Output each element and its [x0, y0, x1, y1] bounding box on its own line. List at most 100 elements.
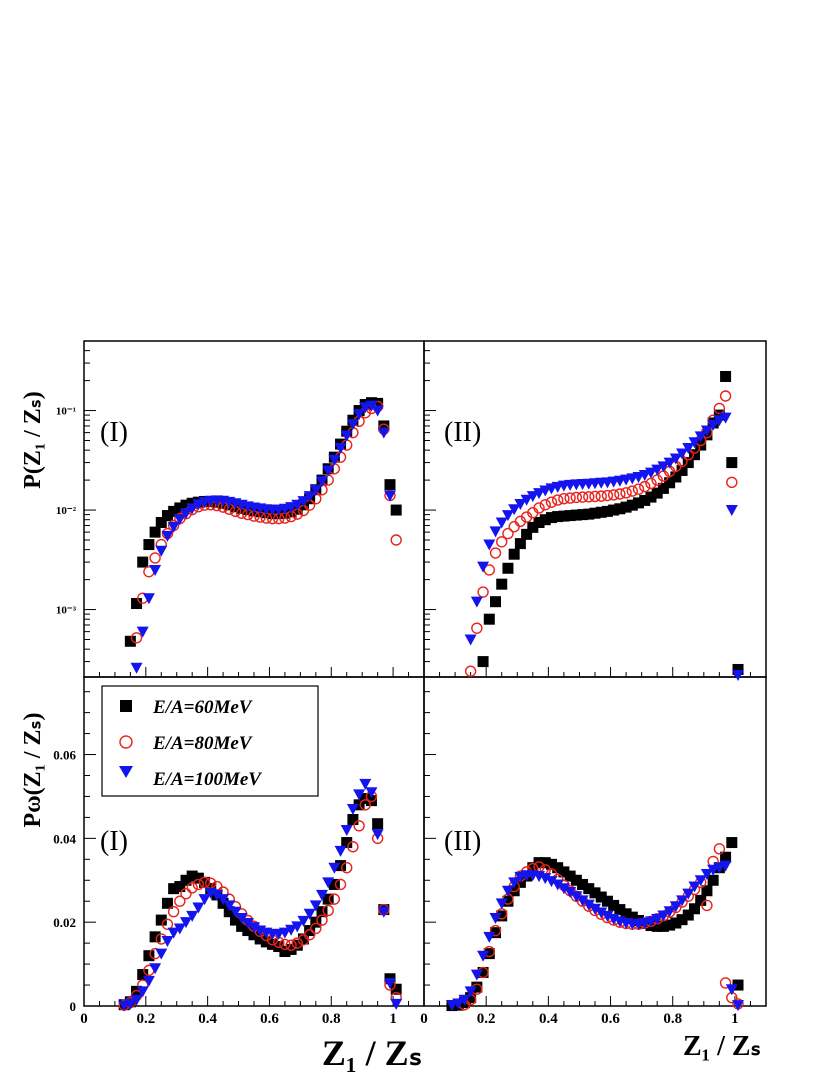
marker-e100	[155, 948, 168, 960]
marker-e80	[167, 906, 180, 918]
marker-e60	[273, 940, 285, 952]
marker-e100	[371, 829, 384, 841]
marker-e100	[644, 467, 657, 479]
marker-e100	[452, 998, 465, 1010]
marker-e60	[545, 512, 557, 524]
marker-e100	[719, 412, 732, 424]
marker-e60	[297, 933, 309, 945]
marker-e100	[186, 503, 199, 515]
marker-e80	[489, 924, 502, 937]
marker-e60	[137, 969, 149, 981]
marker-e80	[601, 489, 614, 502]
marker-e100	[682, 888, 695, 900]
marker-e100	[285, 924, 298, 936]
marker-e60	[657, 482, 669, 494]
marker-e60	[508, 548, 520, 560]
marker-e80	[161, 918, 174, 930]
marker-e100	[377, 906, 390, 918]
marker-e60	[608, 504, 620, 516]
marker-e100	[198, 894, 211, 906]
marker-e100	[124, 998, 137, 1010]
marker-e100	[167, 521, 180, 533]
marker-e100	[464, 986, 477, 998]
marker-e80	[390, 534, 402, 546]
panel-label-top-left: (I)	[100, 417, 128, 448]
marker-e100	[688, 881, 701, 893]
marker-e100	[495, 898, 508, 910]
marker-e80	[334, 878, 347, 891]
marker-e100	[210, 889, 223, 901]
marker-e100	[136, 626, 149, 638]
marker-e60	[353, 799, 365, 811]
marker-e100	[180, 508, 192, 520]
marker-e60	[651, 920, 663, 932]
marker-e80	[508, 521, 520, 533]
marker-e60	[372, 818, 384, 830]
marker-e80	[149, 552, 161, 564]
y-tick-label: 0.06	[53, 748, 76, 763]
marker-e100	[669, 901, 682, 913]
marker-e100	[149, 963, 162, 975]
marker-e100	[340, 824, 353, 836]
marker-e60	[521, 528, 533, 540]
marker-e60	[254, 933, 266, 945]
x-tick-label: 0.6	[260, 1011, 279, 1027]
y-tick-label: 10⁻³	[56, 605, 77, 617]
marker-e100	[384, 490, 396, 502]
marker-e100	[483, 539, 496, 551]
marker-e80	[626, 485, 639, 497]
marker-e60	[502, 895, 514, 907]
marker-e100	[136, 986, 149, 998]
marker-e100	[570, 891, 583, 903]
marker-e60	[186, 497, 198, 509]
marker-e60	[558, 510, 570, 522]
marker-e80	[595, 490, 607, 502]
marker-e60	[583, 883, 595, 895]
marker-e80	[322, 904, 334, 917]
marker-e60	[539, 857, 551, 869]
marker-e60	[378, 420, 390, 432]
marker-e100	[533, 488, 546, 500]
marker-e100	[589, 903, 601, 915]
marker-e60	[143, 539, 155, 551]
marker-e60	[180, 874, 192, 886]
marker-e100	[638, 470, 651, 482]
axis-tick-labels: 10⁻³ 10⁻² 10⁻¹ 0 0.2 0.4 0.6 0.8 1 0 0.02 0.04 0.06 0…	[53, 406, 738, 1027]
marker-e60	[713, 409, 725, 421]
y-tick-label: 0.02	[53, 915, 76, 930]
marker-e100	[142, 593, 155, 605]
marker-e60	[707, 874, 719, 886]
x-tick-label: 1	[731, 1011, 739, 1027]
marker-e60	[670, 917, 682, 929]
marker-e60	[335, 860, 347, 872]
marker-e80	[192, 878, 205, 891]
marker-e80	[471, 622, 483, 634]
legend-marker-square	[120, 700, 132, 712]
marker-e60	[732, 663, 744, 675]
marker-e80	[533, 502, 545, 514]
marker-e60	[359, 793, 371, 805]
marker-e60	[496, 578, 508, 590]
marker-e100	[464, 634, 477, 646]
marker-e60	[688, 903, 700, 915]
marker-e60	[483, 948, 495, 960]
marker-e100	[353, 789, 366, 801]
marker-e60	[131, 598, 143, 610]
marker-e80	[713, 402, 726, 415]
marker-e100	[371, 405, 384, 417]
marker-e80	[719, 977, 732, 989]
marker-e80	[564, 492, 576, 504]
marker-e100	[477, 561, 490, 573]
marker-e60	[545, 858, 557, 870]
marker-e100	[167, 927, 180, 939]
marker-e60	[131, 985, 143, 997]
y-tick-label: 10⁻²	[56, 505, 77, 517]
marker-e80	[632, 483, 645, 495]
marker-e100	[346, 804, 359, 816]
marker-e100	[173, 923, 186, 935]
marker-e60	[143, 950, 155, 962]
marker-e60	[168, 505, 180, 517]
marker-e100	[303, 908, 316, 920]
marker-e100	[155, 545, 168, 557]
marker-e100	[501, 885, 514, 897]
